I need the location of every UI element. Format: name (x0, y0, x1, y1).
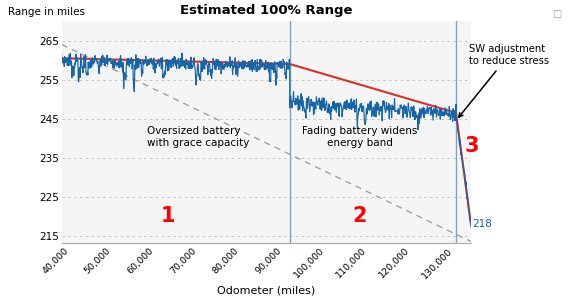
Text: □: □ (552, 9, 561, 19)
Text: 218: 218 (472, 219, 492, 229)
Text: Oversized battery
with grace capacity: Oversized battery with grace capacity (147, 126, 249, 148)
Title: Estimated 100% Range: Estimated 100% Range (180, 4, 352, 17)
X-axis label: Odometer (miles): Odometer (miles) (217, 286, 315, 296)
Text: Fading battery widens
energy band: Fading battery widens energy band (302, 126, 418, 148)
Text: 1: 1 (161, 206, 176, 226)
Text: Range in miles: Range in miles (9, 7, 86, 17)
Text: 3: 3 (465, 136, 479, 156)
Text: 2: 2 (353, 206, 367, 226)
Text: SW adjustment
to reduce stress: SW adjustment to reduce stress (459, 44, 549, 117)
